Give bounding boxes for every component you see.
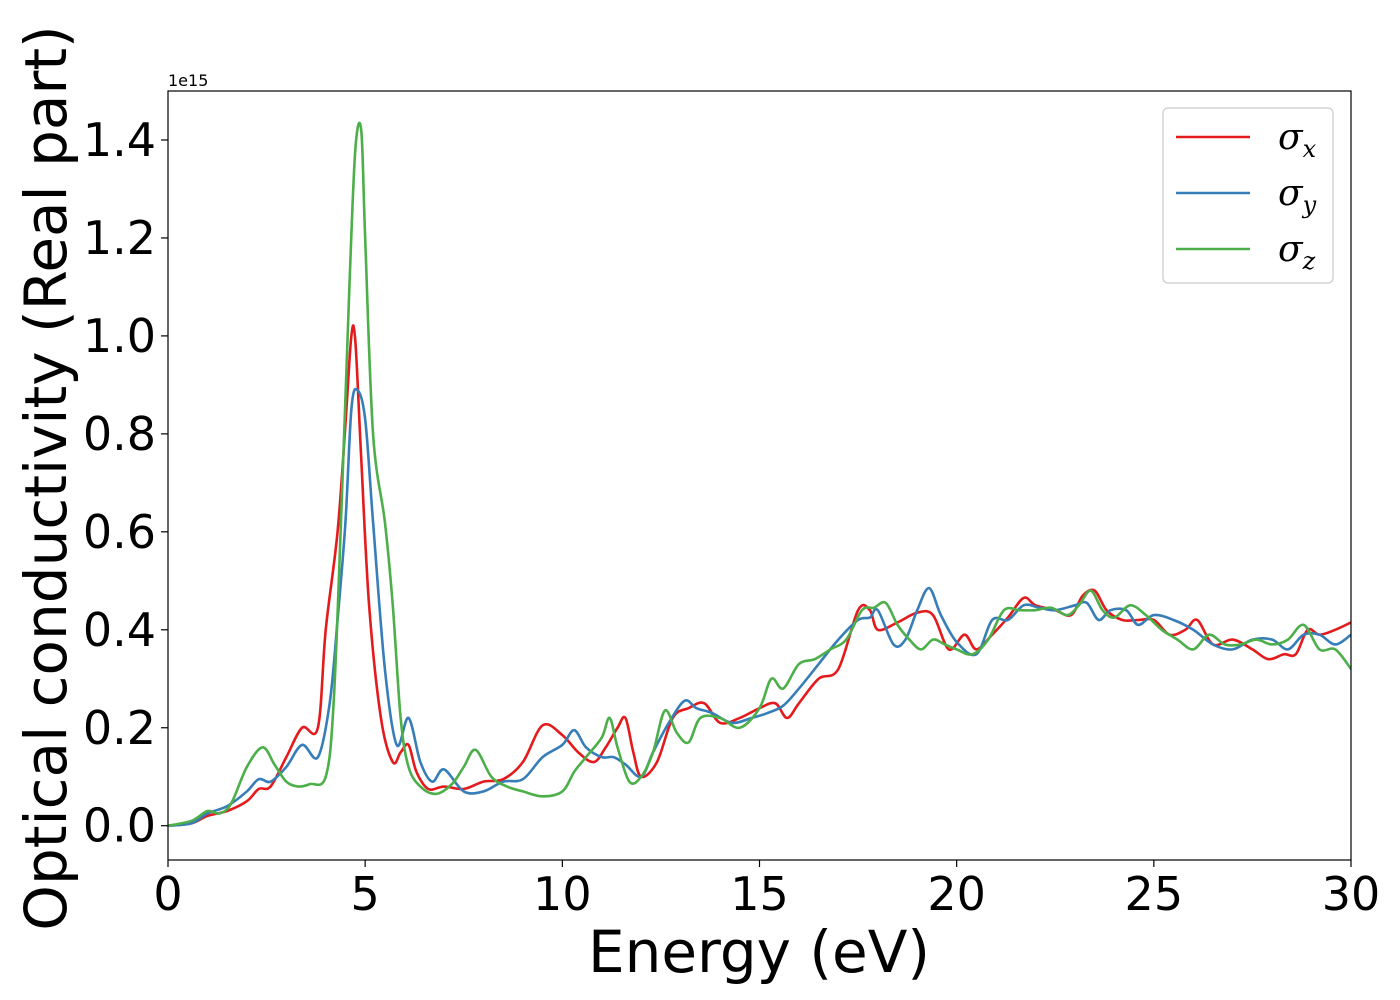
x-axis: 0 5 10 15 20 25 30 (153, 860, 1380, 921)
x-tick-label: 10 (533, 867, 592, 921)
legend-frame (1162, 107, 1334, 284)
y-tick-label: 0.4 (83, 603, 156, 657)
y-tick-label: 0.8 (83, 407, 156, 461)
y-tick-label: 0.2 (83, 701, 156, 755)
y-tick-label: 0.0 (83, 799, 156, 853)
x-axis-title: Energy (eV) (588, 918, 930, 986)
x-tick-label: 5 (351, 867, 380, 921)
y-tick-label: 1.4 (83, 113, 156, 167)
x-tick-label: 25 (1125, 867, 1184, 921)
y-offset-label: 1e15 (168, 71, 208, 90)
series-layer (168, 121, 1351, 828)
y-tick-label: 0.6 (83, 505, 156, 559)
y-axis: 0.0 0.2 0.4 0.6 0.8 1.0 1.2 1.4 (83, 113, 168, 853)
x-tick-label: 20 (927, 867, 986, 921)
series-line-x (168, 324, 1351, 828)
y-tick-label: 1.2 (83, 211, 156, 265)
y-tick-label: 1.0 (83, 309, 156, 363)
x-tick-label: 30 (1322, 867, 1381, 921)
x-tick-label: 0 (153, 867, 182, 921)
series-line-y (168, 387, 1351, 828)
series-line-z (168, 121, 1351, 828)
y-axis-title: Optical conductivity (Real part) (12, 25, 80, 930)
x-tick-label: 15 (730, 867, 789, 921)
